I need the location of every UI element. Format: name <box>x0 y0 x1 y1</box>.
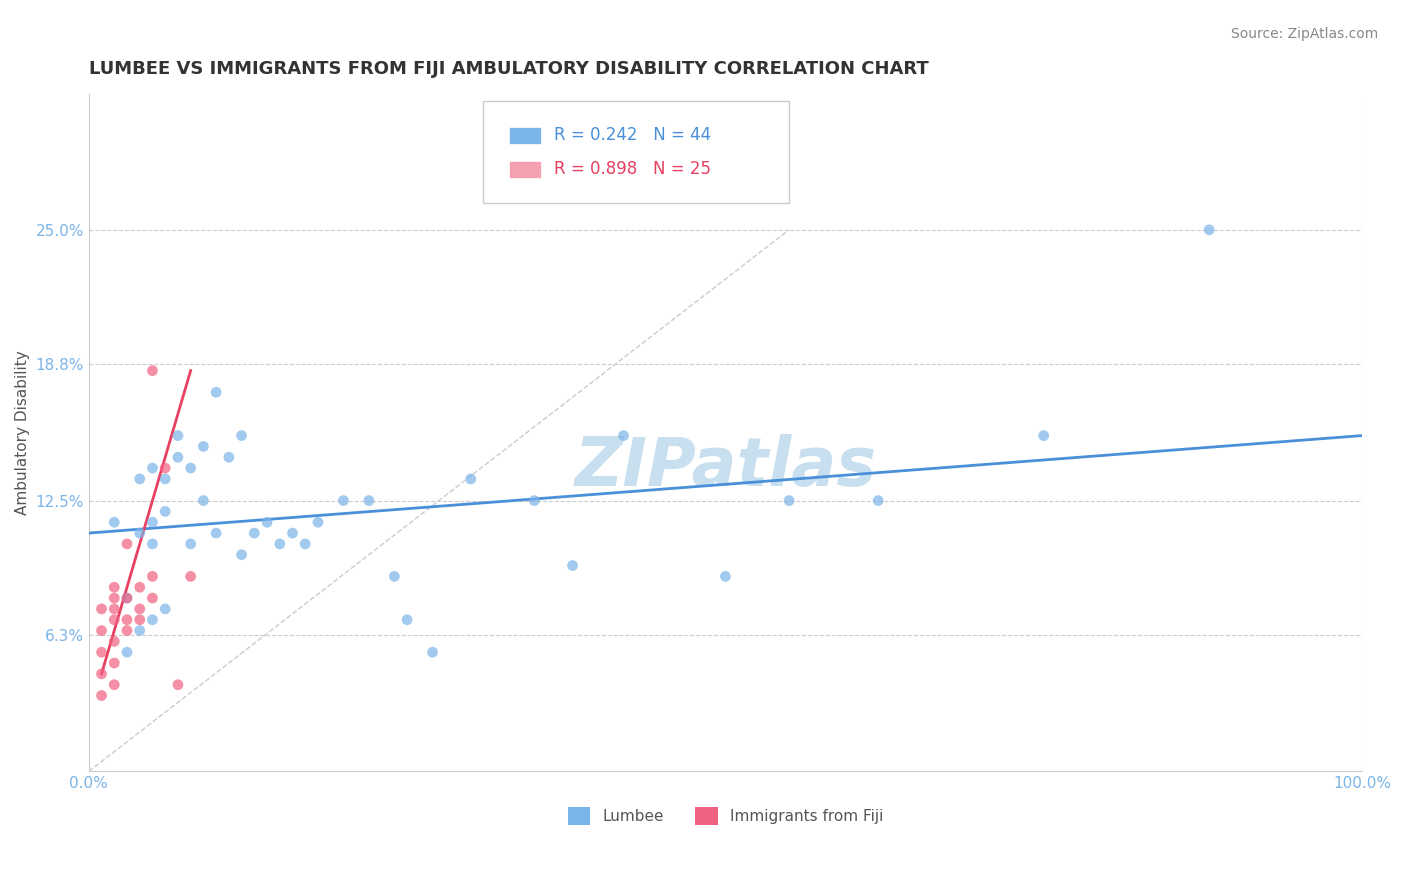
Point <box>256 515 278 529</box>
Point <box>332 493 354 508</box>
Point <box>141 461 163 475</box>
Point <box>193 439 215 453</box>
Point <box>231 548 253 562</box>
Point <box>141 537 163 551</box>
Point <box>167 450 190 465</box>
Point <box>90 602 112 616</box>
Point <box>90 689 112 703</box>
Point <box>141 591 163 605</box>
Point <box>460 472 482 486</box>
Point <box>153 602 176 616</box>
Point <box>128 580 150 594</box>
Point <box>90 666 112 681</box>
Point <box>778 493 800 508</box>
Point <box>307 515 329 529</box>
Point <box>281 526 304 541</box>
Point <box>294 537 316 551</box>
Point <box>128 624 150 638</box>
Point <box>141 613 163 627</box>
Point <box>153 504 176 518</box>
Point <box>128 526 150 541</box>
Point <box>141 569 163 583</box>
Point <box>128 613 150 627</box>
Point <box>205 385 228 400</box>
Point <box>103 602 125 616</box>
Text: R = 0.242   N = 44: R = 0.242 N = 44 <box>554 126 710 144</box>
Point <box>561 558 583 573</box>
Point <box>269 537 291 551</box>
Point <box>396 613 419 627</box>
Point <box>714 569 737 583</box>
Point <box>115 537 138 551</box>
Point <box>868 493 890 508</box>
Point <box>141 363 163 377</box>
Point <box>153 472 176 486</box>
Point <box>1198 223 1220 237</box>
Point <box>218 450 240 465</box>
Text: Source: ZipAtlas.com: Source: ZipAtlas.com <box>1230 27 1378 41</box>
Point <box>357 493 380 508</box>
Point <box>103 634 125 648</box>
Point <box>103 613 125 627</box>
Point <box>205 526 228 541</box>
Point <box>103 656 125 670</box>
Point <box>153 461 176 475</box>
Point <box>231 428 253 442</box>
Point <box>193 493 215 508</box>
Point <box>180 537 202 551</box>
Point <box>180 569 202 583</box>
Point <box>612 428 634 442</box>
Point <box>115 624 138 638</box>
Point <box>422 645 444 659</box>
Point <box>243 526 266 541</box>
Point <box>90 645 112 659</box>
Point <box>103 591 125 605</box>
Text: LUMBEE VS IMMIGRANTS FROM FIJI AMBULATORY DISABILITY CORRELATION CHART: LUMBEE VS IMMIGRANTS FROM FIJI AMBULATOR… <box>89 60 928 78</box>
Point <box>180 461 202 475</box>
Y-axis label: Ambulatory Disability: Ambulatory Disability <box>15 351 30 516</box>
FancyBboxPatch shape <box>509 161 541 178</box>
Point <box>103 580 125 594</box>
Point <box>115 645 138 659</box>
Point <box>523 493 546 508</box>
Point <box>167 428 190 442</box>
FancyBboxPatch shape <box>484 101 789 202</box>
Text: R = 0.898   N = 25: R = 0.898 N = 25 <box>554 160 710 178</box>
Point <box>103 678 125 692</box>
Point <box>141 515 163 529</box>
Point <box>167 678 190 692</box>
Text: ZIPatlas: ZIPatlas <box>575 434 876 500</box>
Point <box>115 591 138 605</box>
Point <box>128 602 150 616</box>
Point <box>1032 428 1054 442</box>
Point <box>90 624 112 638</box>
Legend: Lumbee, Immigrants from Fiji: Lumbee, Immigrants from Fiji <box>561 800 890 831</box>
Point <box>115 613 138 627</box>
Point <box>103 515 125 529</box>
Point <box>115 591 138 605</box>
Point <box>128 472 150 486</box>
Point <box>382 569 405 583</box>
FancyBboxPatch shape <box>509 127 541 144</box>
